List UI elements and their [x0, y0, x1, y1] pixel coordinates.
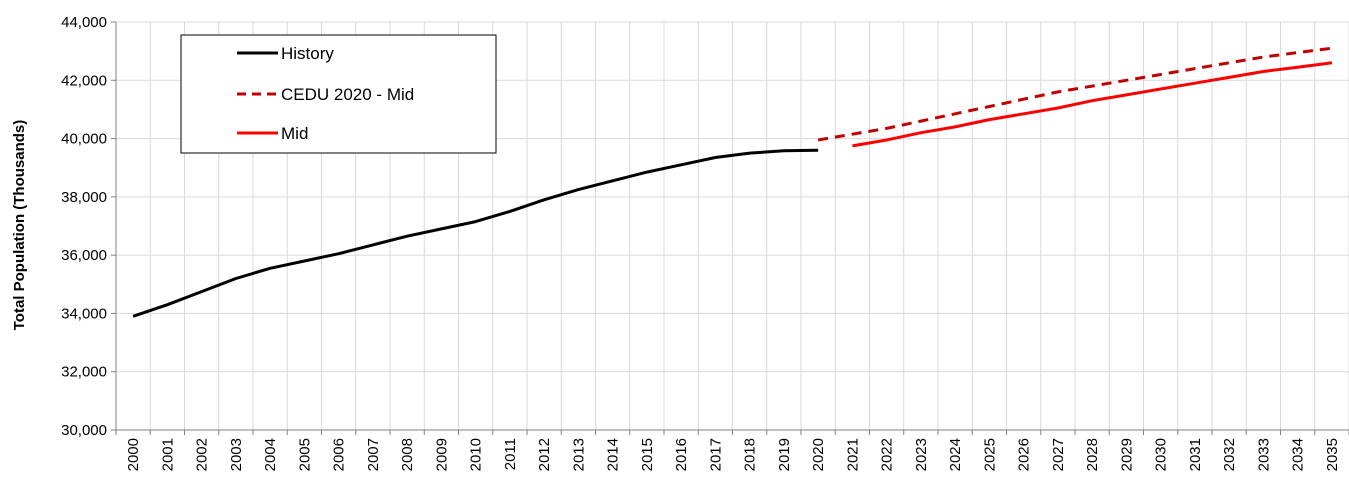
y-axis-label: Total Population (Thousands): [11, 120, 28, 331]
x-tick-label: 2034: [1290, 438, 1307, 471]
x-tick-label: 2006: [331, 438, 348, 471]
x-tick-label: 2014: [605, 438, 622, 471]
x-tick-label: 2017: [707, 438, 724, 471]
legend-label-history: History: [281, 44, 334, 63]
x-tick-label: 2007: [365, 438, 382, 471]
legend-label-mid: Mid: [281, 124, 308, 143]
y-tick-label: 30,000: [61, 422, 107, 439]
x-tick-label: 2004: [262, 438, 279, 471]
y-tick-label: 32,000: [61, 364, 107, 381]
series-line-cedu-2020-mid: [817, 46, 1333, 142]
y-tick-label: 40,000: [61, 131, 107, 148]
y-tick-label: 38,000: [61, 189, 107, 206]
x-tick-label: 2018: [742, 438, 759, 471]
x-tick-label: 2021: [844, 438, 861, 471]
series-line-mid: [852, 61, 1333, 148]
x-tick-label: 2025: [981, 438, 998, 471]
x-tick-label: 2030: [1153, 438, 1170, 471]
x-tick-label: 2031: [1187, 438, 1204, 471]
legend: History CEDU 2020 - Mid Mid: [180, 34, 497, 154]
y-tick-label: 44,000: [61, 14, 107, 31]
x-tick-label: 2009: [433, 438, 450, 471]
legend-box: [180, 34, 497, 154]
x-tick-label: 2023: [913, 438, 930, 471]
x-tick-labels: 2000 2001 2002 2003 2004 2005 2006 2007 2008 2009…: [125, 438, 1341, 471]
x-tick-label: 2016: [673, 438, 690, 471]
y-tick-label: 36,000: [61, 247, 107, 264]
y-tick-labels: 30,000 32,000 34,000 36,000 38,000 40,000 42,0…: [61, 14, 107, 439]
x-tick-label: 2024: [947, 438, 964, 471]
x-tick-label: 2013: [570, 438, 587, 471]
x-tick-label: 2001: [159, 438, 176, 471]
x-tick-label: 2011: [502, 438, 519, 470]
x-tick-label: 2015: [639, 438, 656, 471]
x-tick-label: 2000: [125, 438, 142, 471]
x-tick-label: 2032: [1221, 438, 1238, 471]
x-tick-label: 2005: [296, 438, 313, 471]
y-tick-label: 42,000: [61, 72, 107, 89]
x-tick-label: 2002: [194, 438, 211, 471]
x-tick-label: 2027: [1050, 438, 1067, 471]
axes: [111, 21, 1349, 435]
x-tick-label: 2022: [879, 438, 896, 471]
series-lines: [132, 46, 1333, 318]
legend-label-cedu: CEDU 2020 - Mid: [281, 85, 414, 104]
x-tick-label: 2033: [1255, 438, 1272, 471]
x-tick-label: 2028: [1084, 438, 1101, 471]
x-tick-label: 2020: [810, 438, 827, 471]
x-tick-label: 2029: [1118, 438, 1135, 471]
x-tick-label: 2012: [536, 438, 553, 471]
y-tick-label: 34,000: [61, 305, 107, 322]
x-tick-label: 2003: [228, 438, 245, 471]
series-line-history: [132, 148, 819, 318]
x-tick-label: 2035: [1324, 438, 1341, 471]
x-tick-label: 2010: [468, 438, 485, 471]
x-tick-label: 2019: [776, 438, 793, 471]
x-tick-label: 2008: [399, 438, 416, 471]
x-tick-label: 2026: [1016, 438, 1033, 471]
